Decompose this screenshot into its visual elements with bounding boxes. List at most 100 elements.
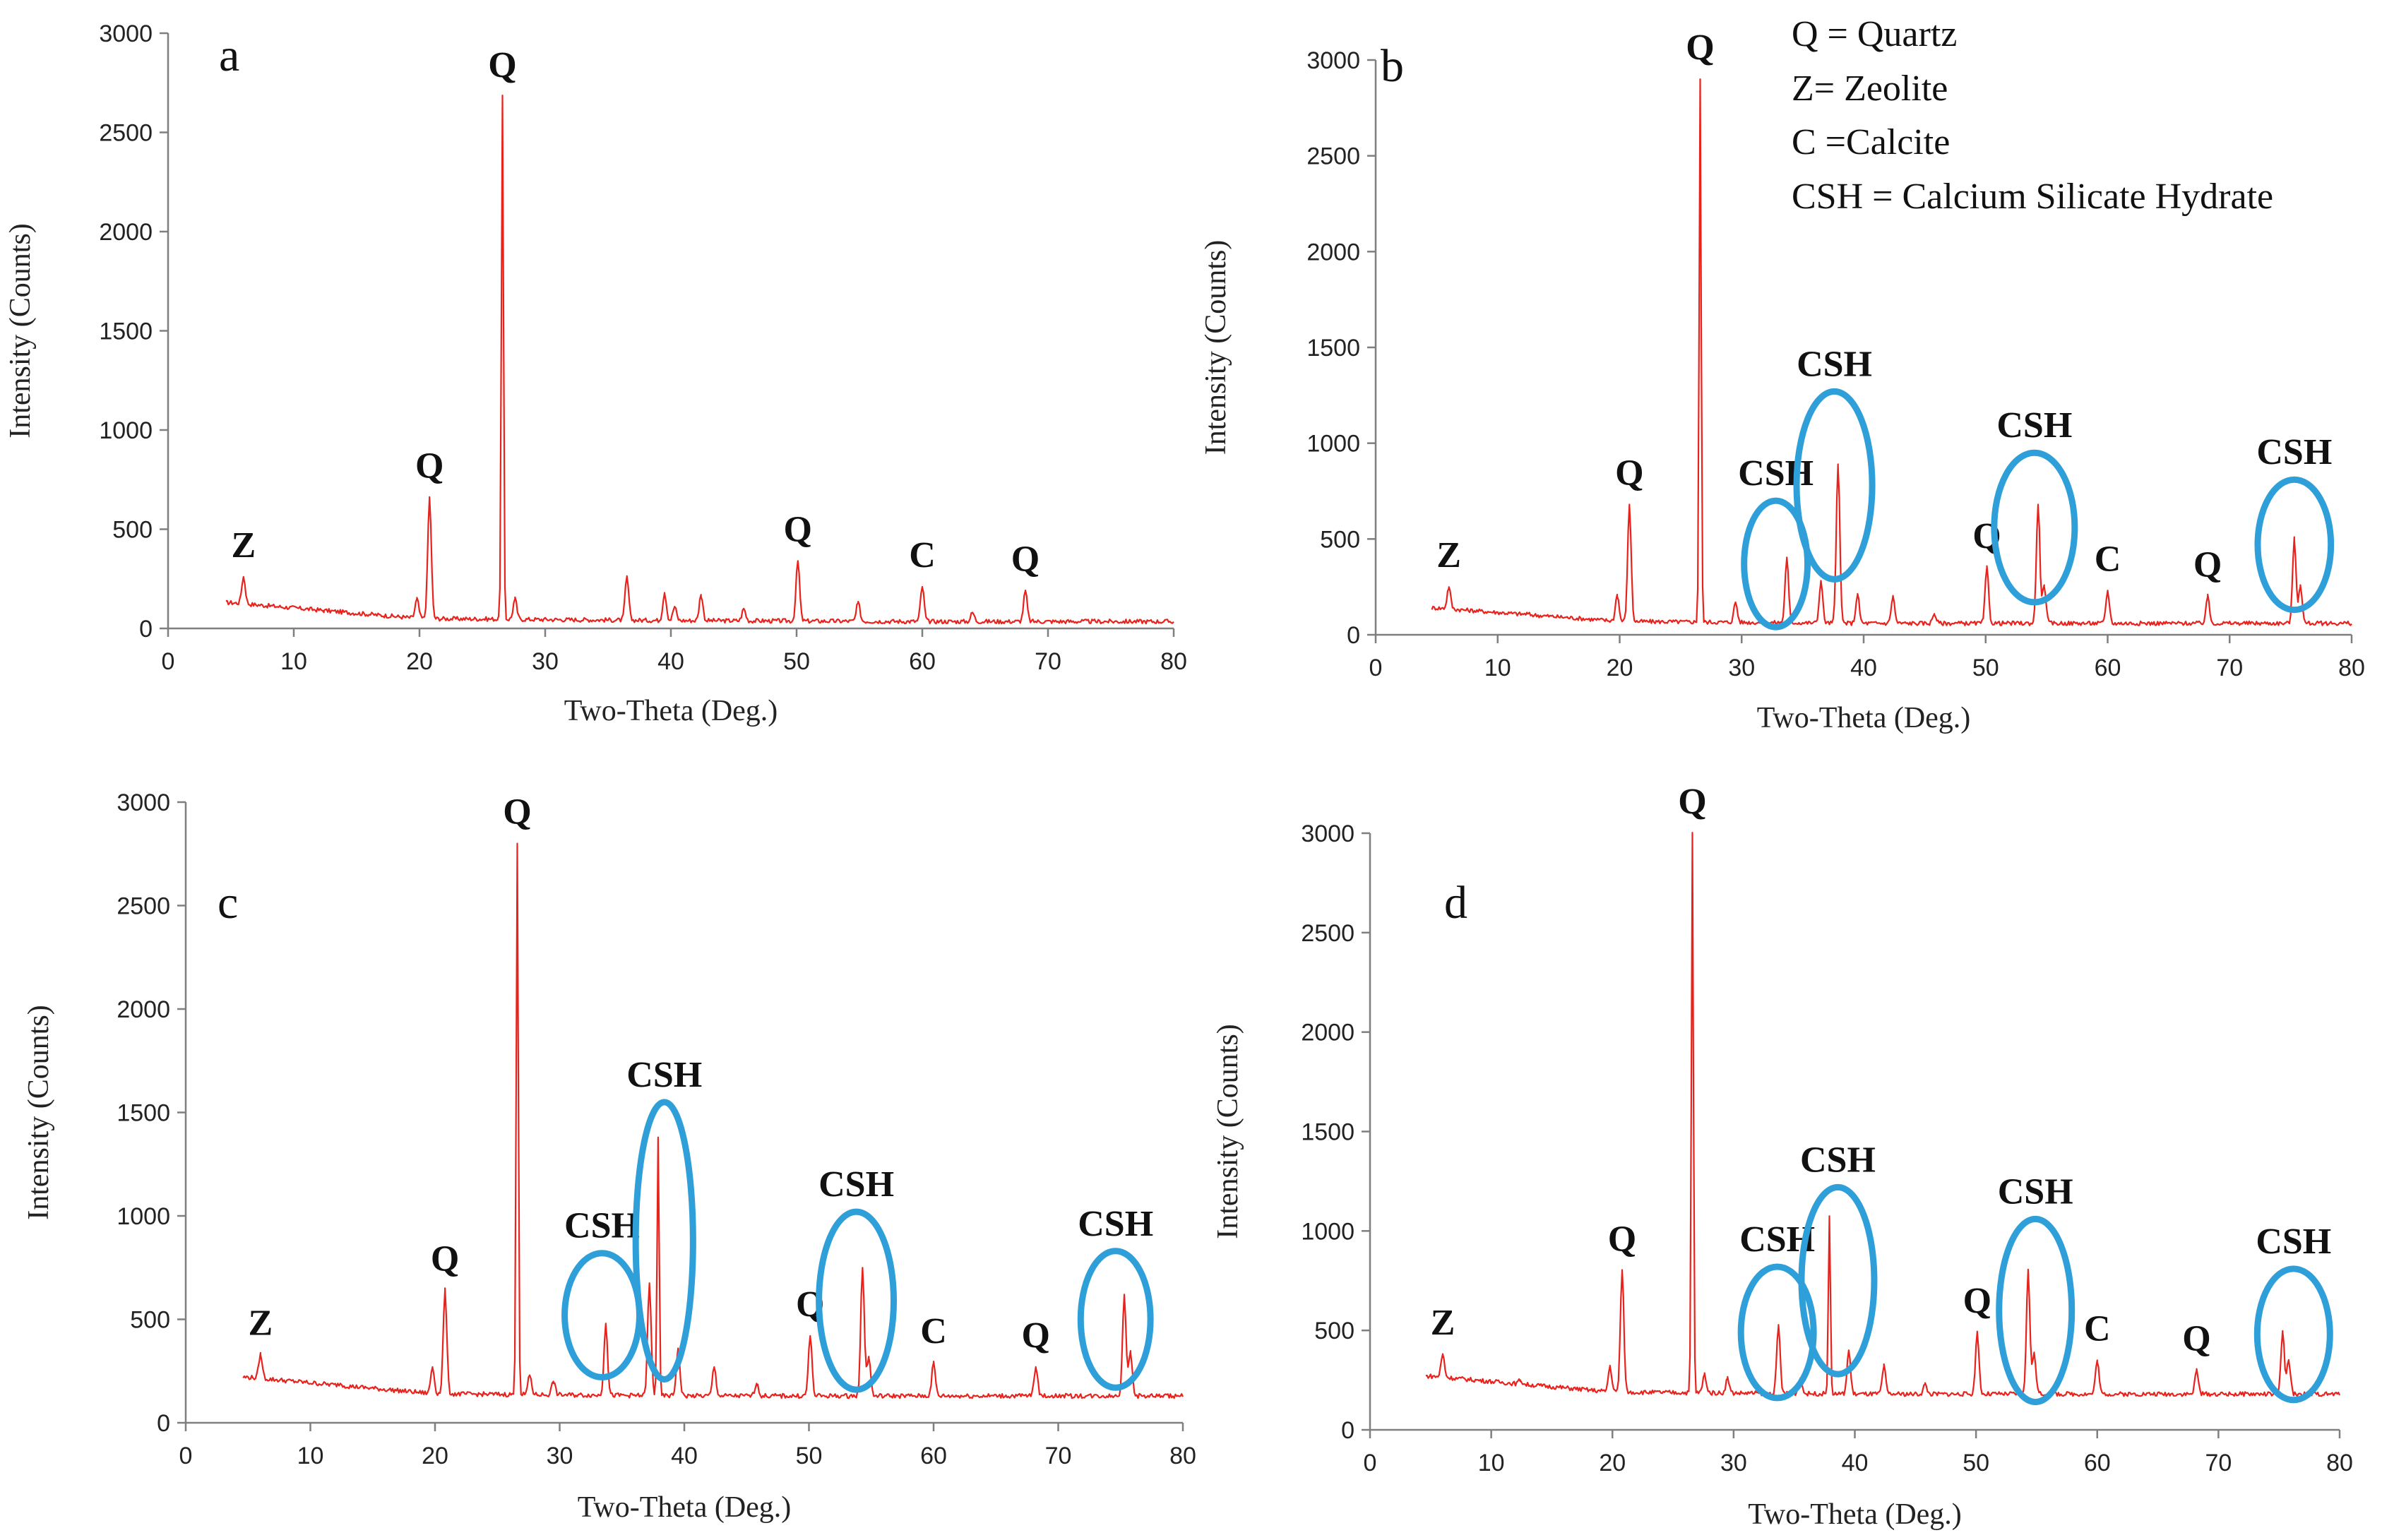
phase-label-q: Q: [2182, 1319, 2210, 1359]
legend-entry-calcite: C =Calcite: [1792, 122, 1950, 162]
xrd-panel-b: 0 500 1000 1500 2000 2500 3000 0 10 20 30 40 50 60 70 8…: [1200, 28, 2365, 734]
y-tick-label: 2500: [99, 120, 153, 147]
phase-label-z: Z: [1431, 1303, 1455, 1343]
x-tick-label: 0: [162, 648, 175, 675]
legend-entry-csh: CSH = Calcium Silicate Hydrate: [1792, 177, 2273, 217]
x-axis-title: Two-Theta (Deg.): [578, 1491, 792, 1524]
y-tick-label: 1000: [117, 1203, 170, 1230]
phase-label-q: Q: [1678, 782, 1706, 822]
y-tick-label: 1000: [99, 417, 153, 444]
phase-label-q: Q: [415, 446, 443, 487]
phase-label-csh: CSH: [818, 1164, 894, 1205]
y-tick-label: 2000: [117, 996, 170, 1023]
x-tick-label: 30: [532, 648, 559, 675]
csh-ellipse: [1077, 1248, 1154, 1391]
phase-label-csh: CSH: [2256, 1222, 2331, 1262]
y-tick-label: 2500: [1306, 143, 1360, 170]
diffraction-trace: [1425, 832, 2341, 1397]
phase-label-q: Q: [784, 509, 812, 549]
y-tick-label: 1500: [1301, 1119, 1354, 1146]
x-tick-label: 10: [1478, 1450, 1505, 1476]
x-tick-label: 20: [1607, 655, 1633, 681]
y-axis-title: Intensity (Counts): [1200, 240, 1232, 455]
y-tick-label: 2500: [1301, 920, 1354, 947]
csh-ellipse: [1741, 497, 1811, 631]
csh-ellipse: [2253, 1265, 2333, 1404]
phase-label-csh: CSH: [1998, 1171, 2073, 1212]
csh-ellipse: [561, 1250, 643, 1381]
y-tick-label: 3000: [1301, 820, 1354, 847]
csh-ellipse: [1798, 1183, 1878, 1378]
phase-label-z: Z: [231, 525, 256, 566]
y-tick-label: 2000: [1301, 1020, 1354, 1046]
x-tick-label: 40: [671, 1443, 698, 1469]
phase-label-csh: CSH: [2256, 432, 2332, 472]
phase-label-q: Q: [1615, 453, 1643, 493]
x-tick-label: 40: [657, 648, 684, 675]
x-tick-label: 80: [1160, 648, 1187, 675]
y-tick-label: 2500: [117, 893, 170, 920]
phase-label-c: C: [2084, 1308, 2111, 1349]
phase-label-q: Q: [503, 792, 531, 832]
x-tick-label: 70: [2216, 655, 2243, 681]
y-axis-title: Intensity (Counts): [4, 223, 37, 438]
xrd-panel-c: 0 500 1000 1500 2000 2500 3000 0 10 20 30 40 50 60 70 8…: [23, 789, 1196, 1524]
y-tick-label: 500: [130, 1307, 170, 1334]
y-tick-label: 0: [139, 616, 153, 643]
phase-label-q: Q: [1022, 1315, 1050, 1356]
phase-label-q: Q: [431, 1238, 459, 1279]
x-tick-label: 60: [909, 648, 936, 675]
y-axis-title: Intensity (Counts): [23, 1005, 55, 1219]
x-tick-label: 0: [179, 1443, 193, 1469]
x-tick-label: 70: [1045, 1443, 1072, 1469]
xrd-panel-a: 0 500 1000 1500 2000 2500 3000 0 10 20 30 40 50 60 70 8…: [4, 20, 1187, 727]
x-tick-label: 50: [783, 648, 810, 675]
legend-entry-zeolite: Z= Zeolite: [1792, 68, 1948, 109]
y-tick-label: 1500: [117, 1100, 170, 1127]
phase-label-z: Z: [1436, 535, 1461, 575]
x-tick-label: 50: [1963, 1450, 1989, 1476]
phase-label-q: Q: [1963, 1281, 1991, 1321]
phase-label-z: Z: [249, 1303, 273, 1343]
phase-label-csh: CSH: [626, 1055, 702, 1095]
x-tick-label: 80: [2338, 655, 2365, 681]
phase-label-c: C: [2095, 539, 2121, 580]
phase-legend: Q = Quartz Z= Zeolite C =Calcite CSH = C…: [1792, 14, 2273, 217]
x-tick-label: 30: [1728, 655, 1755, 681]
x-axis-title: Two-Theta (Deg.): [1748, 1498, 1962, 1531]
y-tick-label: 500: [112, 517, 153, 544]
y-axis-title: Intensity (Counts): [1212, 1024, 1244, 1238]
panel-letter: c: [218, 877, 238, 929]
x-tick-label: 50: [1972, 655, 1999, 681]
phase-label-csh: CSH: [1738, 453, 1814, 494]
x-tick-label: 40: [1850, 655, 1877, 681]
csh-ellipse: [2254, 476, 2335, 614]
y-tick-label: 500: [1320, 526, 1360, 553]
y-tick-label: 3000: [99, 20, 153, 47]
csh-ellipse: [632, 1099, 696, 1383]
y-tick-label: 0: [157, 1410, 170, 1437]
panel-letter: d: [1444, 877, 1467, 929]
x-axis-title: Two-Theta (Deg.): [564, 695, 778, 727]
x-tick-label: 0: [1369, 655, 1383, 681]
y-tick-label: 0: [1341, 1417, 1354, 1444]
phase-label-q: Q: [1608, 1219, 1636, 1260]
y-tick-label: 2000: [99, 219, 153, 246]
y-tick-label: 0: [1347, 622, 1360, 649]
x-tick-label: 10: [297, 1443, 324, 1469]
diffraction-trace: [242, 842, 1184, 1399]
y-tick-label: 1500: [99, 318, 153, 345]
phase-label-csh: CSH: [1797, 344, 1872, 384]
phase-label-q: Q: [2193, 545, 2222, 585]
phase-label-csh: CSH: [1800, 1140, 1876, 1180]
x-tick-label: 10: [1484, 655, 1511, 681]
y-tick-label: 1000: [1306, 431, 1360, 458]
panel-letter: b: [1381, 40, 1404, 92]
panel-letter: a: [219, 30, 239, 81]
y-tick-label: 500: [1314, 1318, 1354, 1344]
x-tick-label: 60: [2084, 1450, 2111, 1476]
csh-ellipse: [1737, 1263, 1817, 1402]
y-tick-label: 1000: [1301, 1218, 1354, 1245]
phase-label-q: Q: [1686, 28, 1714, 68]
